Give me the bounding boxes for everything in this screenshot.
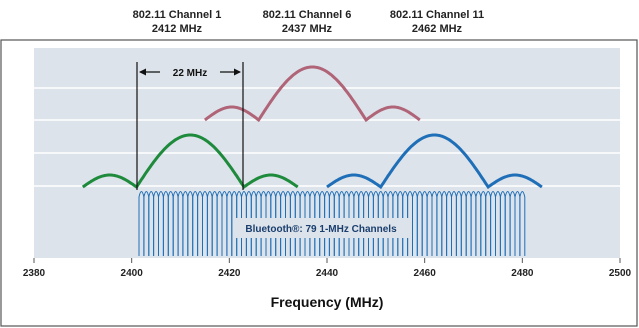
bluetooth-label: Bluetooth®: 79 1-MHz Channels bbox=[245, 224, 397, 235]
channel-11-freq: 2462 MHz bbox=[411, 23, 463, 35]
channel-11-label: 802.11 Channel 11 2462 MHz bbox=[377, 8, 497, 36]
channel-1-name: 802.11 Channel 1 bbox=[132, 9, 222, 21]
x-tick-label: 2380 bbox=[23, 268, 46, 279]
channel-1-spectrum bbox=[81, 133, 299, 190]
bandwidth-marker: 22 MHz bbox=[136, 62, 244, 190]
bandwidth-label: 22 MHz bbox=[173, 68, 207, 79]
arrowhead-right-icon bbox=[234, 68, 241, 76]
x-tick-label: 2500 bbox=[609, 268, 632, 279]
x-tick-label: 2440 bbox=[316, 268, 339, 279]
channel-6-freq: 2437 MHz bbox=[281, 23, 333, 35]
channel-1-label: 802.11 Channel 1 2412 MHz bbox=[117, 8, 237, 36]
x-tick-label: 2480 bbox=[511, 268, 534, 279]
arrowhead-left-icon bbox=[139, 68, 146, 76]
x-axis-title: Frequency (MHz) bbox=[271, 294, 384, 310]
channel-6-label: 802.11 Channel 6 2437 MHz bbox=[247, 8, 367, 36]
channel-11-name: 802.11 Channel 11 bbox=[389, 9, 485, 21]
x-axis-ticks: 2380 2400 2420 2440 2460 2480 2500 bbox=[23, 258, 632, 279]
x-tick-label: 2420 bbox=[218, 268, 241, 279]
channel-11-spectrum bbox=[326, 133, 543, 190]
x-tick-label: 2460 bbox=[414, 268, 437, 279]
bluetooth-label-box bbox=[233, 218, 409, 238]
channel-6-spectrum bbox=[204, 65, 421, 123]
bluetooth-channel bbox=[519, 191, 526, 256]
bluetooth-channels bbox=[138, 191, 526, 256]
channel-6-name: 802.11 Channel 6 bbox=[262, 9, 352, 21]
channel-1-freq: 2412 MHz bbox=[151, 23, 203, 35]
x-tick-label: 2400 bbox=[121, 268, 144, 279]
